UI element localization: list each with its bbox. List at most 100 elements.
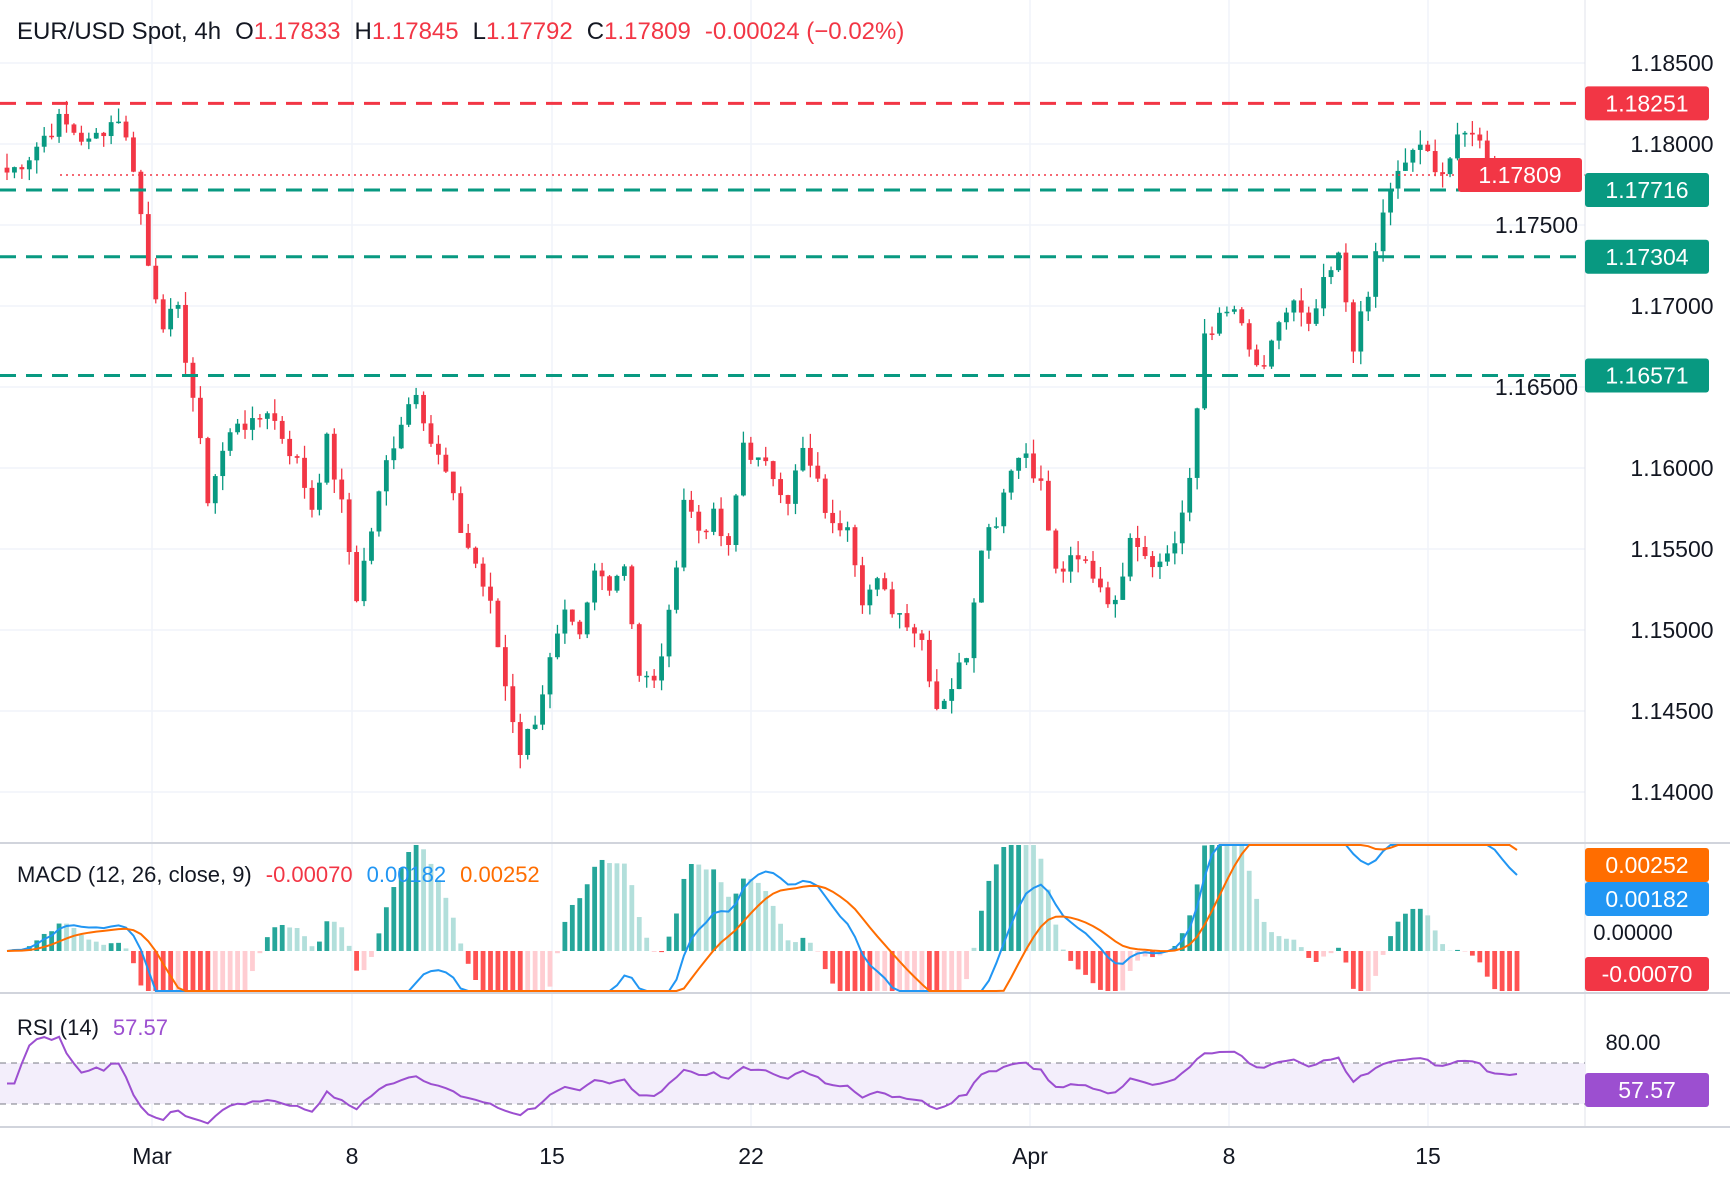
high-label: H bbox=[354, 18, 372, 45]
macd-hist-bar bbox=[540, 951, 545, 991]
macd-hist-bar bbox=[1298, 947, 1304, 951]
candle-body bbox=[41, 135, 47, 147]
candle-body bbox=[837, 523, 843, 531]
candle-body bbox=[718, 508, 724, 537]
x-tick-label: Mar bbox=[132, 1143, 172, 1169]
candle-body bbox=[450, 471, 456, 494]
candle-body bbox=[964, 658, 969, 663]
macd-hist-bar bbox=[651, 951, 657, 952]
macd-hist-bar bbox=[934, 951, 940, 991]
macd-hist-bar bbox=[822, 951, 828, 970]
macd-hist-bar bbox=[1388, 936, 1393, 951]
candle-body bbox=[220, 450, 226, 477]
candle-body bbox=[346, 499, 352, 552]
macd-hist-bar bbox=[607, 863, 612, 951]
macd-hist-bar bbox=[1098, 951, 1103, 990]
candle-body bbox=[354, 551, 360, 602]
candle-body bbox=[696, 511, 702, 531]
candle-body bbox=[391, 448, 397, 461]
candle-body bbox=[131, 137, 136, 172]
macd-hist-bar bbox=[532, 951, 538, 991]
candle-body bbox=[517, 722, 523, 755]
macd-hist-bar bbox=[599, 859, 605, 951]
macd-zero-label: 0.00000 bbox=[1593, 920, 1673, 945]
macd-hist-bar bbox=[1231, 845, 1237, 951]
level-label-bg bbox=[1585, 173, 1709, 208]
candle-body bbox=[1142, 546, 1148, 557]
y-tick-label: 1.17500 bbox=[1495, 212, 1578, 238]
candle-body bbox=[703, 530, 709, 533]
candle-body bbox=[1231, 309, 1237, 312]
close-value: 1.17809 bbox=[604, 18, 691, 45]
candle-body bbox=[1432, 151, 1438, 173]
candle-body bbox=[1484, 140, 1490, 167]
macd-hist-bar bbox=[912, 951, 917, 991]
macd-hist-bar bbox=[428, 863, 434, 951]
macd-hist-bar bbox=[644, 937, 650, 951]
candle-body bbox=[688, 499, 694, 512]
candle-body bbox=[49, 135, 55, 138]
macd-hist-bar bbox=[488, 951, 493, 991]
macd-hist-bar bbox=[718, 882, 724, 951]
macd-hist-bar bbox=[272, 927, 278, 951]
candle-body bbox=[1254, 349, 1260, 366]
macd-hist-bar bbox=[800, 937, 806, 951]
macd-hist-bar bbox=[495, 951, 501, 991]
macd-hist-bar bbox=[1127, 951, 1133, 971]
macd-hist-bar bbox=[436, 879, 441, 951]
candle-body bbox=[1075, 555, 1081, 560]
macd-signal-label: 0.00252 bbox=[1605, 852, 1688, 878]
level-label: 1.17716 bbox=[1605, 177, 1688, 203]
macd-hist-bar bbox=[1365, 951, 1371, 991]
candle-body bbox=[755, 457, 761, 460]
macd-hist-bar bbox=[369, 951, 374, 957]
symbol-title: EUR/USD Spot, 4h bbox=[17, 18, 222, 45]
candle-body bbox=[339, 479, 345, 500]
macd-hist-bar bbox=[1507, 951, 1512, 991]
macd-hist-bar bbox=[688, 863, 694, 951]
low-value: 1.17792 bbox=[486, 18, 573, 45]
candle-body bbox=[830, 512, 836, 524]
macd-hist-bar bbox=[1395, 921, 1401, 951]
macd-hist-bar bbox=[465, 951, 471, 964]
macd-hist-bar bbox=[190, 951, 196, 991]
macd-hist-bar bbox=[1023, 845, 1029, 951]
candle-body bbox=[64, 113, 69, 125]
macd-hist-bar bbox=[1440, 944, 1446, 951]
candle-body bbox=[1068, 555, 1074, 572]
macd-hist-bar bbox=[1135, 951, 1141, 961]
candle-body bbox=[1410, 149, 1416, 163]
macd-hist-bar bbox=[101, 944, 107, 951]
candle-body bbox=[78, 132, 84, 142]
macd-hist-bar bbox=[860, 951, 865, 991]
candle-body bbox=[599, 570, 605, 577]
candle-body bbox=[785, 495, 791, 504]
candle-body bbox=[934, 681, 940, 709]
candle-body bbox=[1358, 311, 1364, 352]
candle-body bbox=[458, 493, 464, 533]
candle-body bbox=[941, 700, 947, 709]
macd-hist-bar bbox=[108, 943, 114, 951]
candle-body bbox=[748, 442, 754, 460]
candle-body bbox=[1135, 537, 1141, 547]
candle-body bbox=[1053, 530, 1059, 569]
ohlc-legend: EUR/USD Spot, 4h O1.17833 H1.17845 L1.17792… bbox=[17, 18, 904, 46]
candle-body bbox=[205, 438, 211, 504]
candle-body bbox=[1380, 212, 1386, 252]
candle-body bbox=[309, 487, 315, 510]
macd-hist-bar bbox=[1492, 951, 1498, 990]
candle-body bbox=[926, 639, 932, 682]
candle-body bbox=[584, 602, 590, 635]
macd-hist-bar bbox=[763, 891, 769, 951]
macd-hist-bar bbox=[346, 945, 352, 951]
candle-body bbox=[279, 420, 285, 439]
macd-hist-bar bbox=[49, 931, 55, 951]
macd-hist-bar bbox=[889, 951, 895, 991]
candle-body bbox=[1291, 300, 1297, 313]
macd-hist-bar bbox=[1142, 951, 1148, 957]
macd-hist-bar bbox=[793, 942, 798, 951]
candle-body bbox=[1373, 251, 1379, 297]
last-price-label-bg bbox=[1458, 157, 1582, 192]
macd-hist-bar bbox=[845, 951, 850, 991]
